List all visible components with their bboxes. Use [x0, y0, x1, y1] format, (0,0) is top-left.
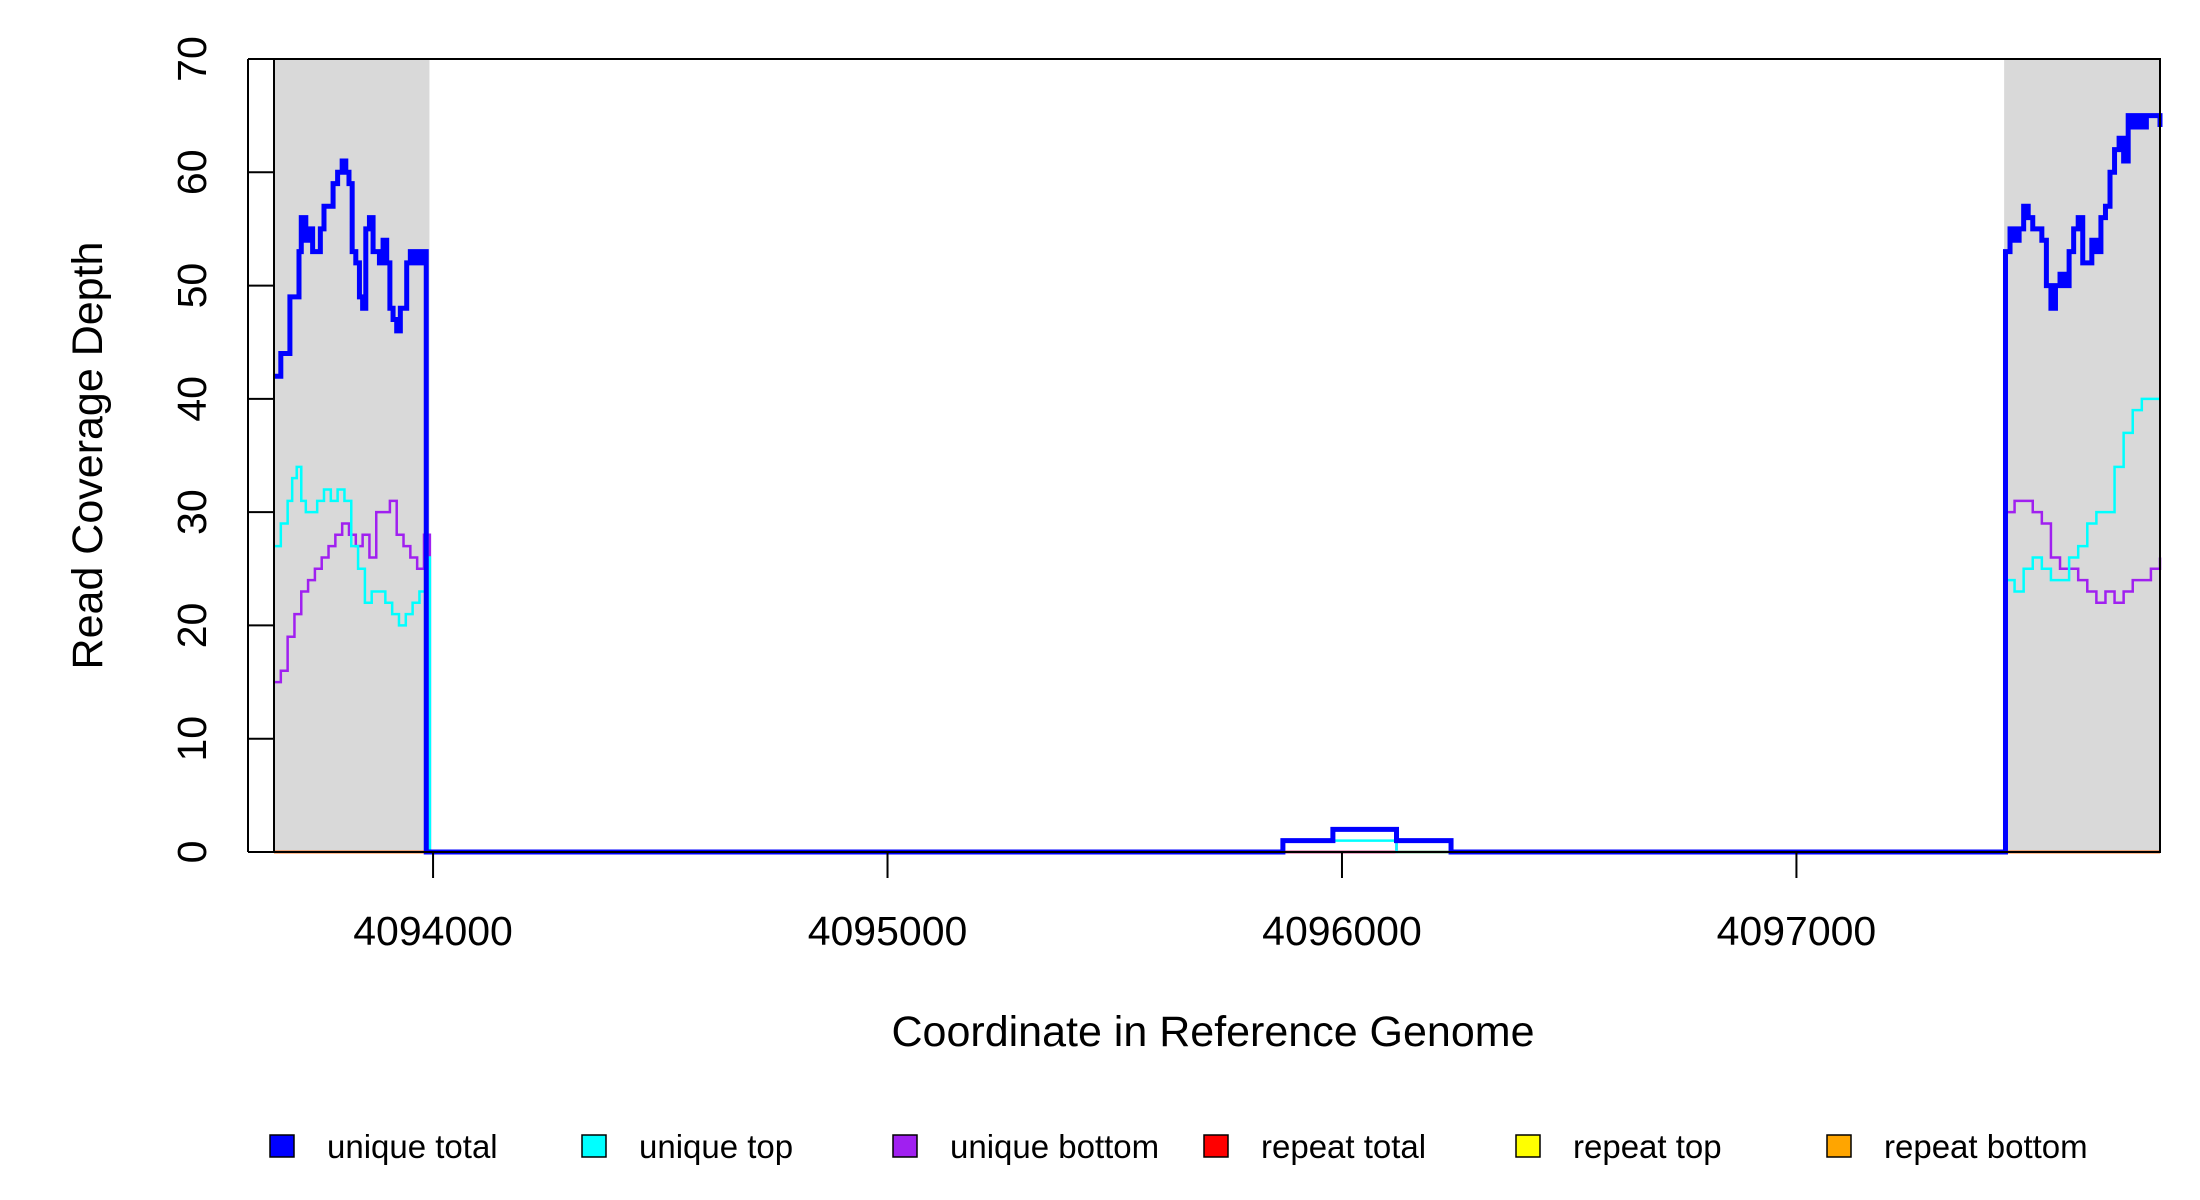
y-tick-label: 10 — [169, 716, 215, 762]
y-tick-label: 20 — [169, 603, 215, 649]
x-tick-label: 4094000 — [353, 908, 513, 954]
x-axis: 4094000 4095000 4096000 4097000 — [353, 851, 1877, 954]
legend-label: unique bottom — [950, 1128, 1159, 1165]
legend-swatch — [1515, 1134, 1541, 1158]
legend-label: repeat total — [1261, 1128, 1426, 1165]
legend-swatch — [269, 1134, 295, 1158]
x-tick-label: 4097000 — [1717, 908, 1877, 954]
x-tick-label: 4095000 — [808, 908, 968, 954]
legend-item: unique top — [581, 1128, 793, 1165]
x-tick-label: 4096000 — [1262, 908, 1422, 954]
legend-item: unique bottom — [892, 1128, 1159, 1165]
legend-swatch — [581, 1134, 607, 1158]
legend-label: unique top — [639, 1128, 793, 1165]
legend-item: repeat top — [1515, 1128, 1722, 1165]
y-tick-label: 50 — [169, 263, 215, 309]
shaded-regions — [274, 59, 2160, 852]
series-line — [274, 499, 2162, 854]
series-line — [274, 397, 2160, 854]
legend-swatch — [1826, 1134, 1852, 1158]
series-lines — [274, 113, 2163, 855]
y-axis: 0 10 20 30 40 50 60 70 — [169, 36, 274, 863]
shaded-region — [274, 59, 430, 852]
y-tick-label: 30 — [169, 489, 215, 535]
legend-label: repeat top — [1573, 1128, 1722, 1165]
legend-item: repeat bottom — [1826, 1128, 2088, 1165]
y-axis-title: Read Coverage Depth — [64, 242, 112, 670]
x-axis-title: Coordinate in Reference Genome — [892, 1008, 1535, 1056]
plot-frame — [273, 58, 2161, 853]
legend-item: unique total — [269, 1128, 498, 1165]
legend-swatch — [1203, 1134, 1229, 1158]
legend-label: unique total — [327, 1128, 498, 1165]
y-tick-label: 70 — [169, 36, 215, 82]
legend-item: repeat total — [1203, 1128, 1426, 1165]
y-tick-label: 0 — [169, 841, 215, 864]
series-line — [274, 113, 2163, 855]
legend-label: repeat bottom — [1884, 1128, 2088, 1165]
y-tick-label: 40 — [169, 376, 215, 422]
legend-swatch — [892, 1134, 918, 1158]
legend: unique total unique top unique bottom repea… — [269, 1128, 2088, 1165]
y-tick-label: 60 — [169, 149, 215, 195]
shaded-region — [2004, 59, 2160, 852]
